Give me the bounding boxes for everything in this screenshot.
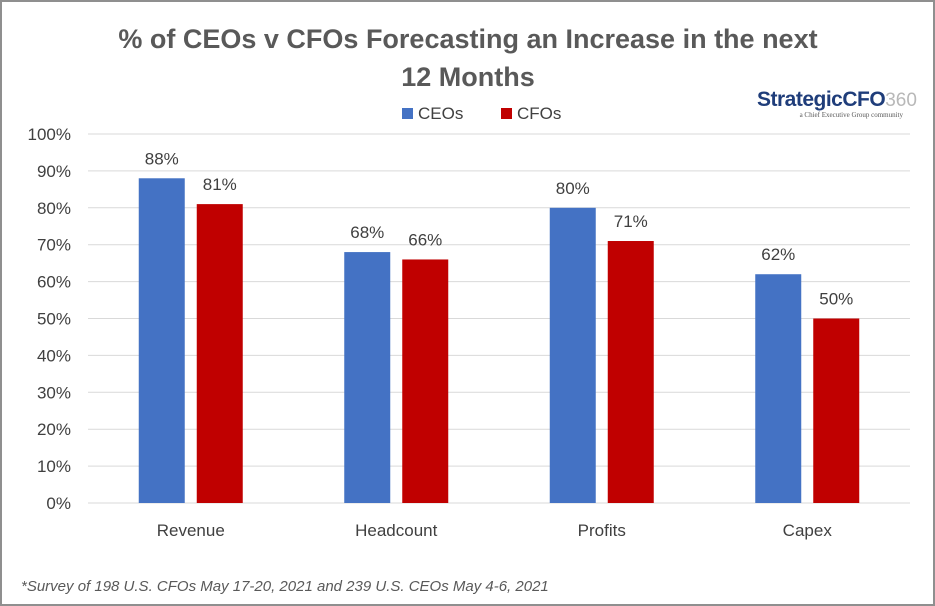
bar-cfos-revenue: [196, 204, 243, 504]
chart-title-line-2: 12 Months: [401, 62, 535, 92]
y-tick-label: 100%: [28, 125, 71, 144]
y-tick-label: 40%: [37, 346, 71, 365]
bar-cfos-profits: [607, 241, 654, 503]
legend-swatch-cfos: [501, 108, 512, 119]
y-tick-label: 80%: [37, 199, 71, 218]
logo-wordmark: StrategicCFO360: [757, 88, 917, 111]
y-tick-label: 90%: [37, 162, 71, 181]
data-label: 71%: [614, 212, 648, 231]
legend-label-cfos: CFOs: [517, 104, 561, 123]
data-labels: 88% 81% 68% 66% 80% 71% 62% 50%: [145, 149, 854, 308]
legend-swatch-ceos: [402, 108, 413, 119]
data-label: 62%: [761, 245, 795, 264]
footnote: *Survey of 198 U.S. CFOs May 17-20, 2021…: [21, 578, 549, 595]
data-label: 50%: [819, 290, 853, 309]
y-tick-label: 70%: [37, 236, 71, 255]
y-axis-tick-labels: 0% 10% 20% 30% 40% 50% 60% 70% 80% 90% 100%: [28, 125, 71, 513]
chart-title-line-1: % of CEOs v CFOs Forecasting an Increase…: [118, 24, 817, 54]
bar-ceos-revenue: [138, 178, 185, 503]
legend-label-ceos: CEOs: [418, 104, 463, 123]
y-tick-label: 60%: [37, 273, 71, 292]
logo-tagline: a Chief Executive Group community: [800, 111, 904, 119]
bars: [138, 178, 860, 504]
data-label: 88%: [145, 149, 179, 168]
bar-cfos-capex: [813, 318, 860, 503]
bar-ceos-capex: [755, 274, 802, 503]
bar-cfos-headcount: [402, 259, 449, 503]
data-label: 68%: [350, 223, 384, 242]
bar-ceos-profits: [549, 207, 596, 504]
x-category-label: Revenue: [157, 521, 225, 540]
x-category-label: Headcount: [355, 521, 438, 540]
y-tick-label: 50%: [37, 310, 71, 329]
y-tick-label: 30%: [37, 383, 71, 402]
data-label: 66%: [408, 230, 442, 249]
logo-number: 360: [885, 90, 917, 111]
data-label: 80%: [556, 179, 590, 198]
x-axis-category-labels: Revenue Headcount Profits Capex: [157, 521, 833, 540]
x-category-label: Profits: [578, 521, 626, 540]
logo: StrategicCFO360 a Chief Executive Group …: [757, 88, 917, 119]
x-category-label: Capex: [783, 521, 833, 540]
legend: CEOs CFOs: [402, 104, 561, 123]
logo-name: StrategicCFO: [757, 88, 885, 111]
data-label: 81%: [203, 175, 237, 194]
bar-ceos-headcount: [344, 252, 391, 503]
y-tick-label: 20%: [37, 420, 71, 439]
y-tick-label: 10%: [37, 457, 71, 476]
y-tick-label: 0%: [46, 494, 71, 513]
